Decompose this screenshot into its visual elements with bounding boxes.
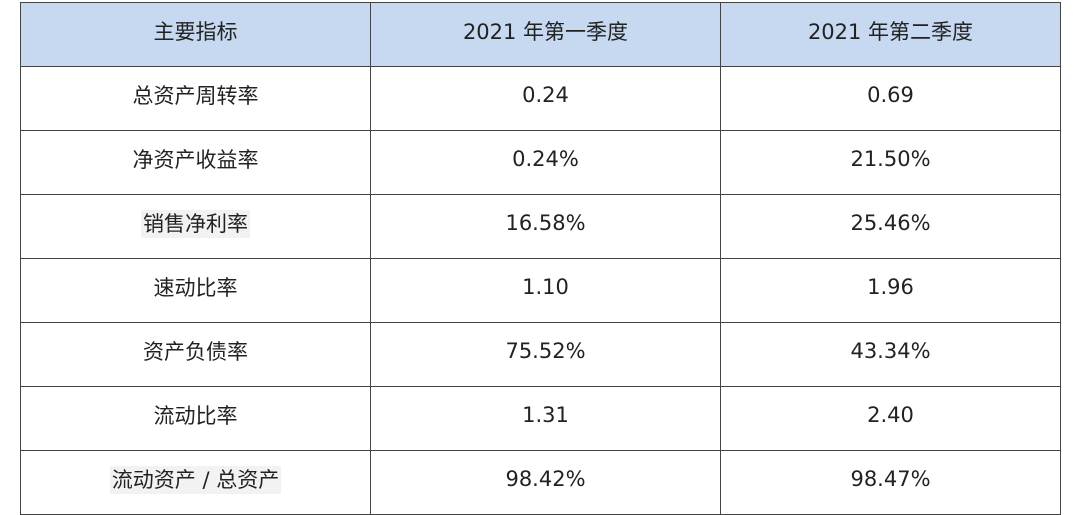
cell-text: 流动资产 / 总资产 [109, 465, 282, 494]
header-row: 主要指标 2021 年第一季度 2021 年第二季度 [20, 2, 1061, 67]
table-cell: 速动比率 [20, 258, 371, 323]
table-cell: 98.47% [720, 450, 1061, 515]
table-cell: 2.40 [720, 386, 1061, 451]
table-cell: 流动资产 / 总资产 [20, 450, 371, 515]
table-row: 速动比率 1.10 1.96 [20, 258, 1061, 323]
table-cell: 1.96 [720, 258, 1061, 323]
table-cell: 98.42% [370, 450, 721, 515]
table-cell: 43.34% [720, 322, 1061, 387]
cell-text: 销售净利率 [141, 209, 250, 238]
table-cell: 流动比率 [20, 386, 371, 451]
table-cell: 销售净利率 [20, 194, 371, 259]
header-cell: 2021 年第二季度 [720, 2, 1061, 67]
table-cell: 21.50% [720, 130, 1061, 195]
table-cell: 1.10 [370, 258, 721, 323]
table-cell: 75.52% [370, 322, 721, 387]
table-cell: 0.24 [370, 66, 721, 131]
table-row: 流动比率 1.31 2.40 [20, 386, 1061, 451]
header-cell: 主要指标 [20, 2, 371, 67]
table-cell: 资产负债率 [20, 322, 371, 387]
table-row: 总资产周转率 0.24 0.69 [20, 66, 1061, 131]
table-row: 资产负债率 75.52% 43.34% [20, 322, 1061, 387]
table-row: 流动资产 / 总资产 98.42% 98.47% [20, 450, 1061, 515]
table-cell: 16.58% [370, 194, 721, 259]
table-cell: 总资产周转率 [20, 66, 371, 131]
table-cell: 0.69 [720, 66, 1061, 131]
data-table: 主要指标 2021 年第一季度 2021 年第二季度 总资产周转率 0.24 0.69 净… [20, 2, 1061, 515]
header-cell: 2021 年第一季度 [370, 2, 721, 67]
table-cell: 0.24% [370, 130, 721, 195]
table-row: 净资产收益率 0.24% 21.50% [20, 130, 1061, 195]
table-row: 销售净利率 16.58% 25.46% [20, 194, 1061, 259]
table-cell: 1.31 [370, 386, 721, 451]
table-cell: 25.46% [720, 194, 1061, 259]
page: 主要指标 2021 年第一季度 2021 年第二季度 总资产周转率 0.24 0.69 净… [20, 2, 1061, 515]
table-cell: 净资产收益率 [20, 130, 371, 195]
